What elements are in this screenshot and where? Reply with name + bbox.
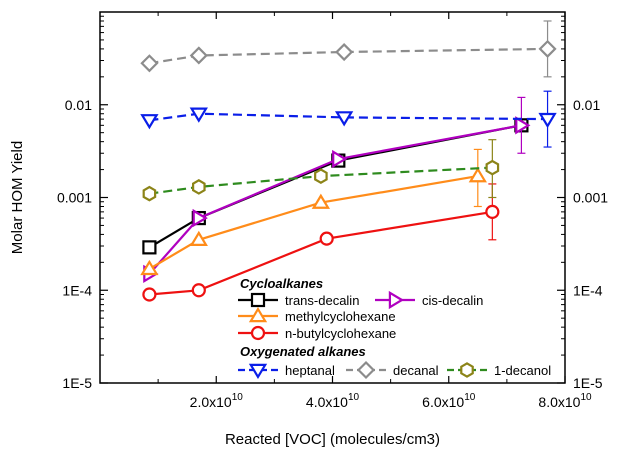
legend-marker <box>460 362 474 378</box>
x-tick-label: 4.0x1010 <box>306 392 360 410</box>
legend-label: n-butylcyclohexane <box>285 326 396 341</box>
y-tick-label-left: 0.01 <box>65 97 92 113</box>
legend-label: decanal <box>393 363 439 378</box>
series-line <box>149 166 493 195</box>
data-point <box>142 287 157 302</box>
y-tick-label-left: 1E-5 <box>62 375 92 391</box>
data-point <box>142 240 157 255</box>
series-line <box>149 112 548 122</box>
series-decanal <box>140 20 557 78</box>
series-line <box>148 175 478 270</box>
y-tick-label-right: 1E-4 <box>573 282 603 298</box>
y-tick-label-left: 1E-4 <box>62 282 92 298</box>
legend-heading: Oxygenated alkanes <box>240 344 366 359</box>
data-point <box>189 230 208 246</box>
series-line <box>148 124 522 275</box>
data-point <box>142 185 157 202</box>
data-point <box>538 39 557 58</box>
legend-marker <box>248 306 268 323</box>
legend-label: methylcyclohexane <box>285 309 396 324</box>
plot-area <box>140 20 557 302</box>
data-point <box>140 54 159 73</box>
data-point <box>140 259 159 276</box>
data-point <box>485 159 500 176</box>
data-point <box>515 116 531 135</box>
data-point <box>334 111 354 127</box>
data-point <box>538 112 557 129</box>
data-point <box>189 46 208 65</box>
data-point <box>191 283 206 298</box>
data-point <box>189 107 208 123</box>
series-methylcyclohexane <box>140 148 487 276</box>
legend-marker <box>248 363 268 380</box>
y-tick-label-left: 0.001 <box>57 190 92 206</box>
data-point <box>332 149 348 169</box>
legend-marker <box>356 360 376 380</box>
y-tick-label-right: 1E-5 <box>573 375 603 391</box>
series-line <box>149 210 493 296</box>
legend-heading: Cycloalkanes <box>240 276 323 291</box>
legend-label: cis-decalin <box>422 293 483 308</box>
legend-label: heptanal <box>285 363 335 378</box>
x-tick-label: 8.0x1010 <box>538 392 592 410</box>
data-point <box>485 204 500 219</box>
data-point <box>335 42 354 62</box>
x-tick-label: 2.0x1010 <box>190 392 244 410</box>
legend-label: 1-decanol <box>494 363 551 378</box>
y-axis-title: Molar HOM Yield <box>9 141 26 254</box>
series-heptanal <box>140 90 557 148</box>
data-point <box>192 179 206 195</box>
y-tick-label-right: 0.001 <box>573 190 608 206</box>
series-line <box>149 47 548 65</box>
data-point <box>468 167 487 183</box>
legend-label: trans-decalin <box>285 293 359 308</box>
legend-marker <box>388 290 405 310</box>
data-point <box>314 168 328 185</box>
data-point <box>311 193 331 209</box>
legend: Cycloalkanes trans-decalin cis-decalin meth… <box>238 276 551 380</box>
x-tick-label: 6.0x1010 <box>422 392 476 410</box>
y-tick-label-right: 0.01 <box>573 97 600 113</box>
data-point <box>319 231 334 246</box>
x-axis-title: Reacted [VOC] (molecules/cm3) <box>225 431 440 448</box>
data-point <box>140 114 159 130</box>
legend-marker <box>250 325 266 341</box>
legend-marker <box>250 292 266 308</box>
series-1-decanol <box>142 139 500 202</box>
data-point <box>192 208 208 228</box>
